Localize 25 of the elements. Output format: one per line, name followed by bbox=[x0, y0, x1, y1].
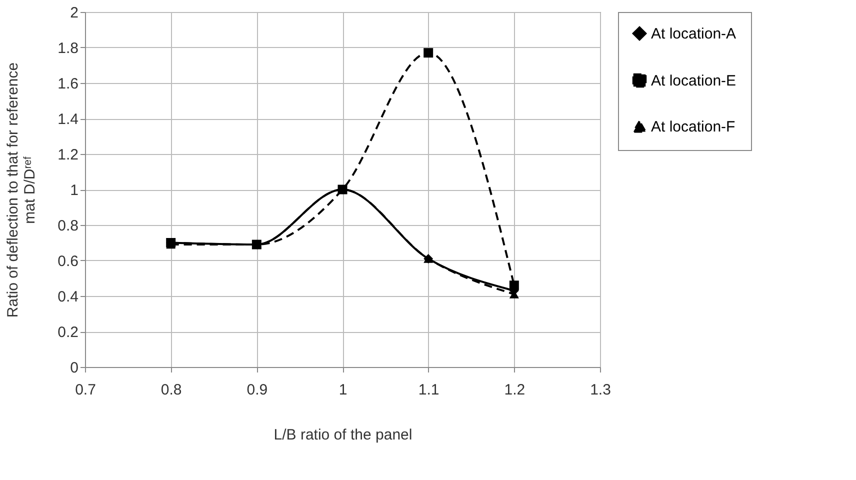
legend-label: At location-F bbox=[651, 118, 736, 136]
x-tick-label: 0.7 bbox=[75, 382, 96, 398]
y-tick-label: 1.6 bbox=[58, 76, 78, 92]
y-tick-label: 0 bbox=[70, 360, 78, 376]
y-tick-label: 2 bbox=[70, 4, 78, 22]
x-tick-label: 1 bbox=[338, 382, 348, 398]
x-axis-title: L/B ratio of the panel bbox=[274, 426, 412, 444]
x-tick-label: 1.2 bbox=[504, 382, 526, 398]
x-tick-label: 1.1 bbox=[418, 382, 440, 398]
y-tick-label: 1.2 bbox=[58, 146, 78, 164]
y-tick-label: 1.4 bbox=[58, 111, 78, 128]
y-tick-label: 0.6 bbox=[58, 253, 78, 270]
text: mat D/Dʳᵉᶠ bbox=[22, 156, 39, 224]
x-tick-label: 0.8 bbox=[160, 382, 182, 398]
text: Ratio of deflection to that for reference bbox=[4, 62, 22, 318]
legend-label: At location-E bbox=[651, 72, 736, 90]
y-tick-label: 0.8 bbox=[58, 218, 78, 234]
y-tick-label: 0.2 bbox=[58, 324, 78, 341]
y-tick-label: 1 bbox=[70, 182, 78, 199]
x-tick-label: 0.9 bbox=[246, 382, 268, 398]
legend-label: At location-A bbox=[651, 26, 736, 42]
x-tick-label: 1.3 bbox=[590, 382, 611, 398]
y-tick-label: 1.8 bbox=[58, 40, 78, 57]
y-tick-label: 0.4 bbox=[58, 288, 78, 306]
point bbox=[424, 48, 434, 58]
